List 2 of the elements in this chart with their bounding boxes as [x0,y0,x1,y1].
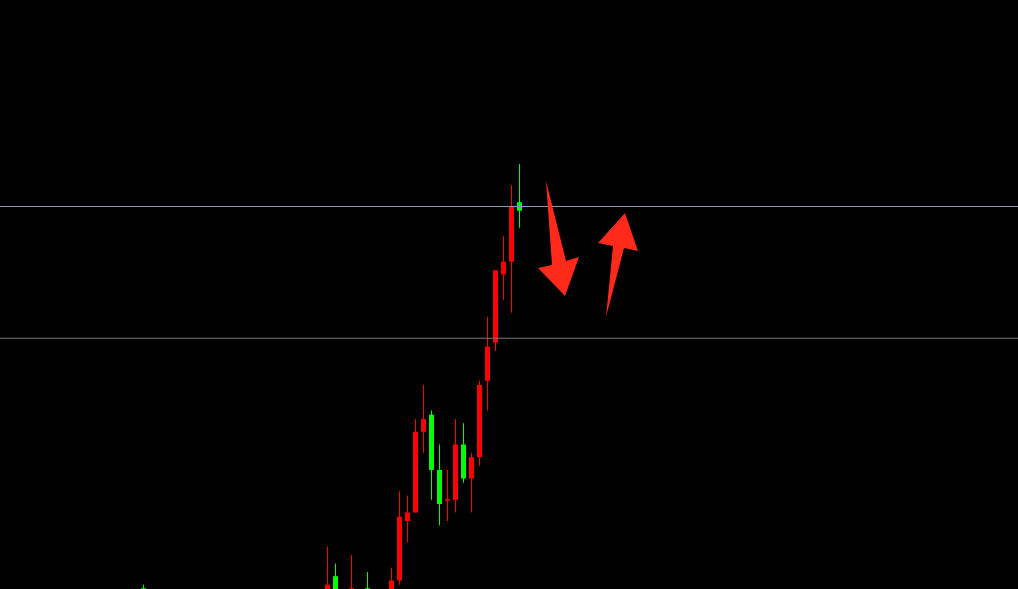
candlestick [365,572,370,589]
candlestick [349,555,354,589]
